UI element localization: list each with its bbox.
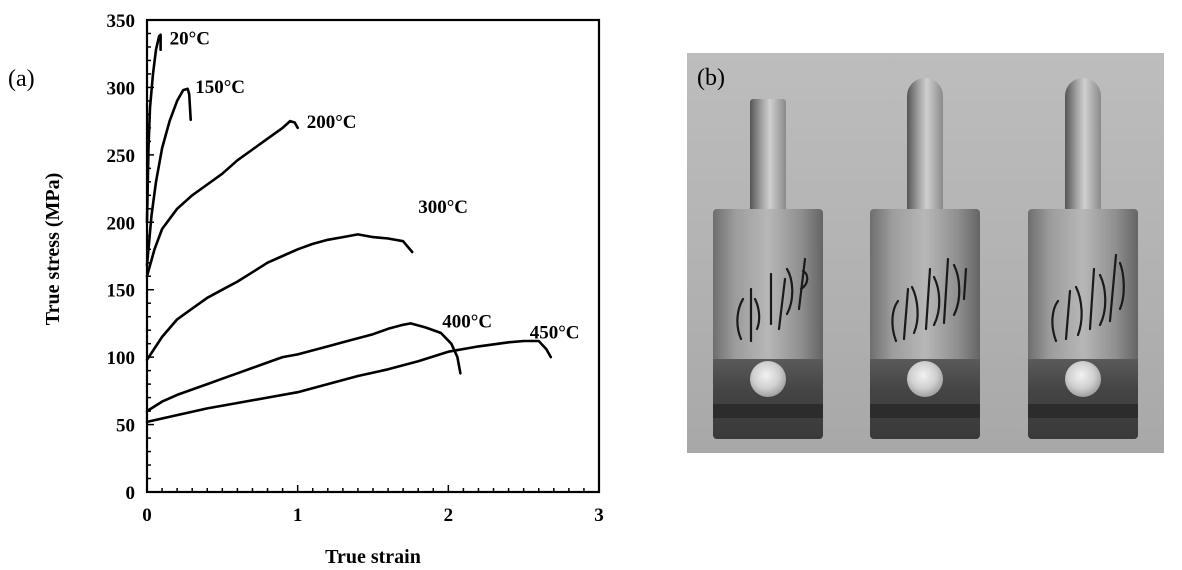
curve-450c [145,339,553,424]
curve-label: 400°C [442,311,492,332]
stress-strain-chart: 0 50 100 150 200 250 300 350 0 1 2 3 20°C 150°C 200°C… [42,11,604,568]
panel-label-b: (b) [697,65,725,91]
handwriting-mark [1051,253,1125,343]
x-tick-label: 2 [444,505,454,526]
x-tick-label: 0 [142,505,152,526]
chart-curve-labels: 20°C 150°C 200°C 300°C 400°C 450°C [170,28,580,343]
bolt-icon [907,361,943,397]
y-tick-label: 350 [107,11,136,32]
y-tick-label: 150 [107,281,136,302]
y-axis-title: True stress (MPa) [42,173,64,326]
x-tick-label: 1 [293,505,303,526]
y-tick-label: 300 [107,78,136,99]
y-tick-label: 0 [126,483,136,504]
curve-label: 200°C [307,112,357,133]
x-tick-label: 3 [594,505,604,526]
chart-axes: 0 50 100 150 200 250 300 350 0 1 2 3 [107,11,604,526]
curve-200c [145,119,299,278]
curve-300c [145,233,414,362]
handwriting-mark [736,257,809,343]
curve-label: 300°C [418,197,468,218]
curve-400c [145,322,462,413]
specimen-3 [1028,78,1138,439]
curve-label: 450°C [530,322,580,343]
y-tick-label: 50 [116,416,135,437]
curve-20c [145,33,162,224]
y-tick-label: 200 [107,213,136,234]
curve-label: 20°C [170,28,210,49]
curve-label: 150°C [195,77,245,98]
specimen-2 [870,78,980,439]
curve-150c [145,87,192,267]
specimen-photo: (b) [687,53,1164,453]
bolt-icon [1065,361,1101,397]
chart-curves [145,33,553,424]
x-axis-title: True strain [325,546,421,568]
handwriting-mark [891,257,968,343]
y-tick-label: 100 [107,348,136,369]
y-tick-label: 250 [107,146,136,167]
panel-label-a: (a) [8,66,35,92]
bolt-icon [750,361,786,397]
specimen-1 [713,99,823,439]
